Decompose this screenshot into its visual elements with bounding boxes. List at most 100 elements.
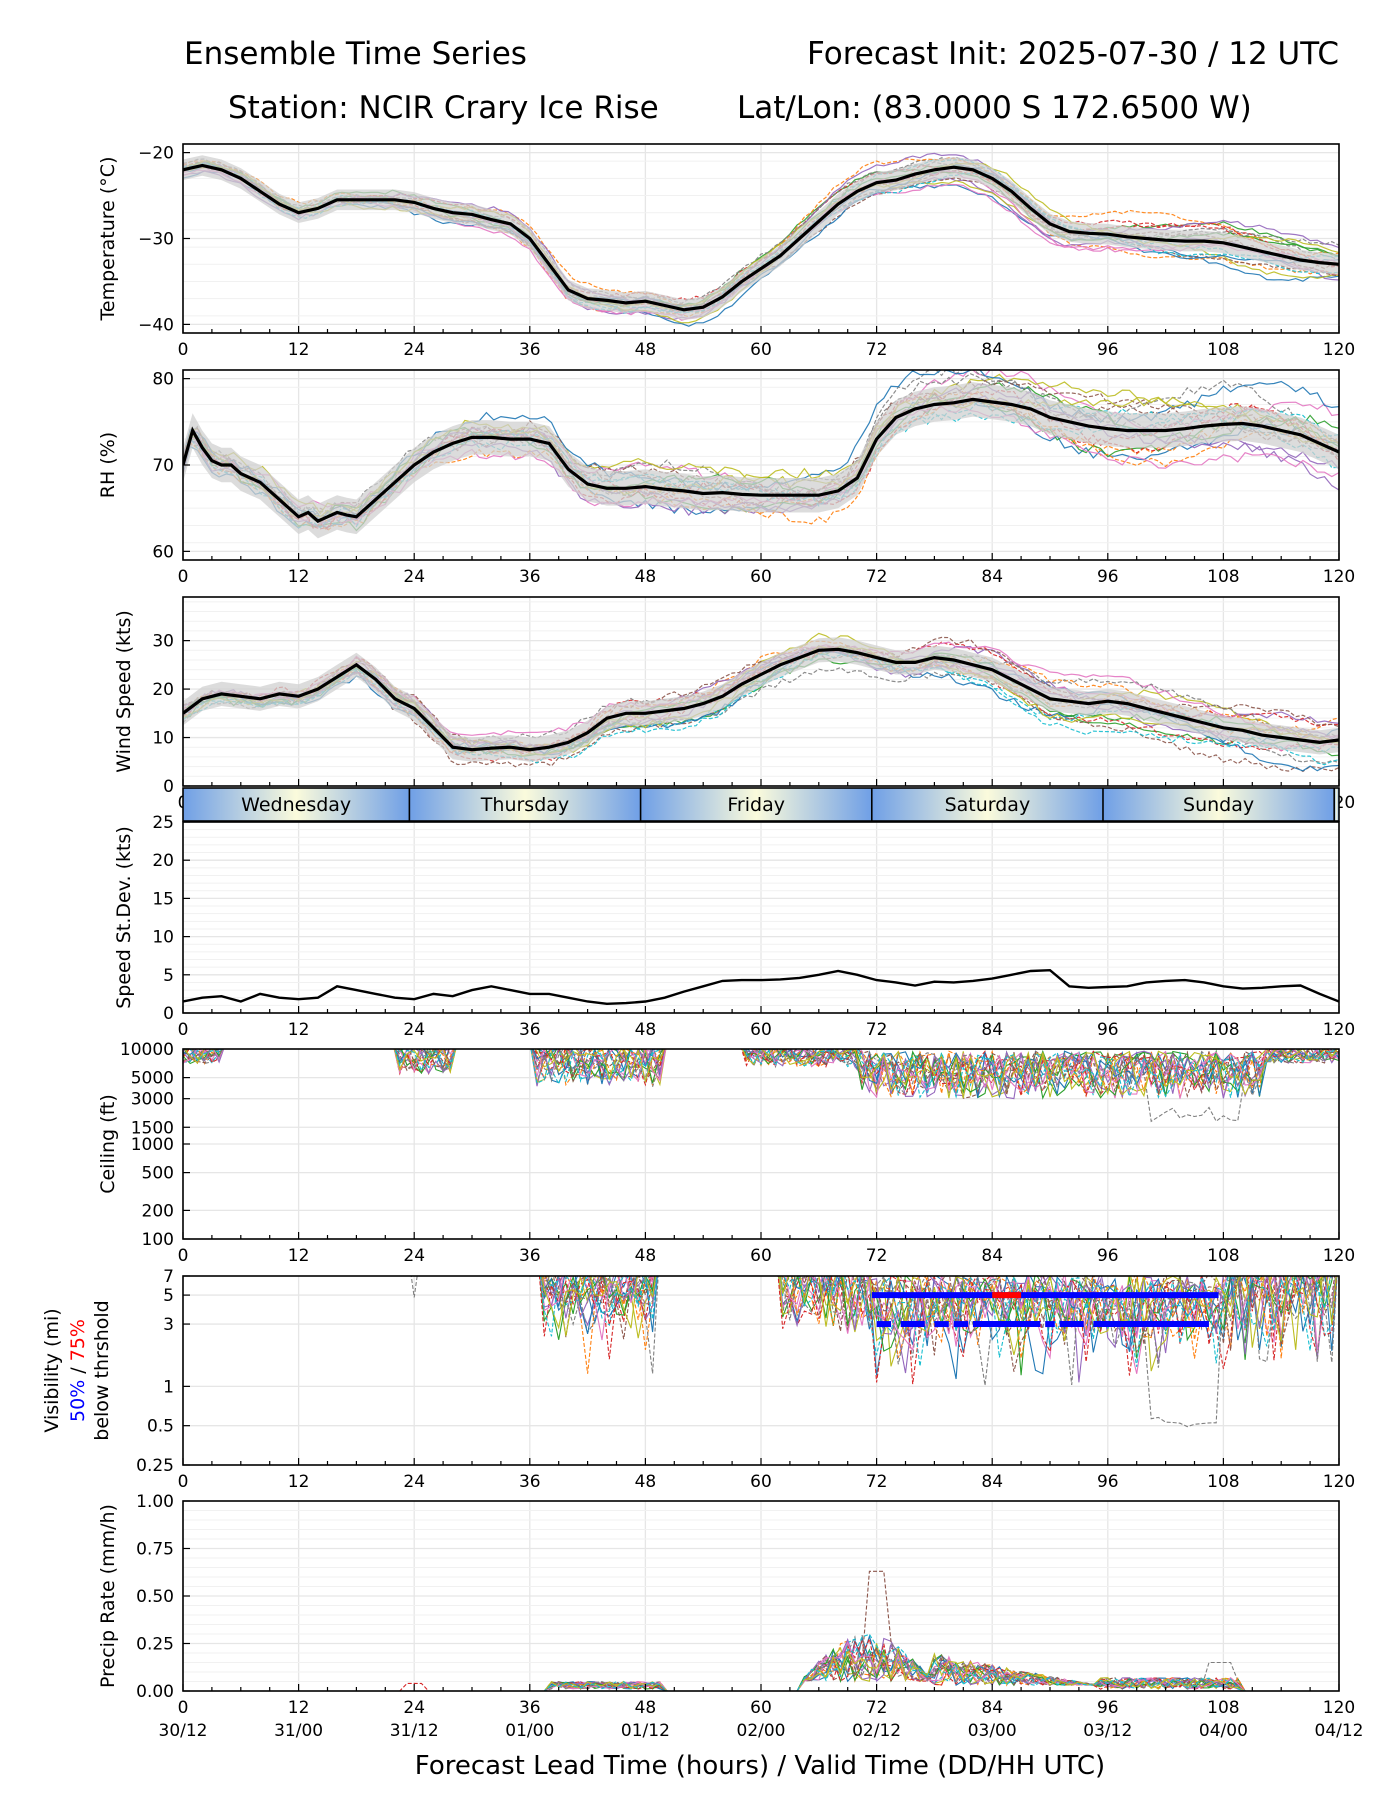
- visibility-xtick-label: 36: [519, 1472, 541, 1492]
- temperature-xtick-label: 36: [519, 340, 541, 360]
- precip_rate-xtick-label: 60: [750, 1698, 772, 1718]
- rh-xtick-label: 72: [866, 567, 888, 587]
- day-band-segment: [409, 788, 641, 821]
- rh-panel: 0 12 24 36 48 60 72 84 96 108 120 60 70 80 RH (%): [97, 369, 1355, 587]
- speed_stdev-grid: [182, 821, 1340, 1014]
- precip_rate-xtick-label: 12: [288, 1698, 310, 1718]
- day-band-segment: [1334, 788, 1339, 821]
- ceiling-member-line: [183, 1049, 1338, 1099]
- forecast-init: Forecast Init: 2025-07-30 / 12 UTC: [807, 36, 1339, 72]
- visibility-ytick-label: 5: [163, 1286, 174, 1306]
- precip_rate-ytick-label: 0.50: [136, 1587, 174, 1607]
- wind_speed-spread-band: [183, 637, 1339, 762]
- precip_rate-xtick-label: 24: [403, 1698, 425, 1718]
- speed_stdev-xtick-label: 84: [981, 1020, 1003, 1040]
- temperature-xtick-label: 72: [866, 340, 888, 360]
- temperature-panel: 0 12 24 36 48 60 72 84 96 108 120 −40 −30 −20 Temperat…: [97, 143, 1355, 360]
- ceiling-panel: 0 12 24 36 48 60 72 84 96 108 120 100 200 500 10001500…: [97, 1040, 1355, 1266]
- visibility-xtick-label: 120: [1323, 1472, 1355, 1492]
- day-label-saturday: Saturday: [945, 794, 1031, 816]
- precip_rate-xtick-label: 84: [981, 1698, 1003, 1718]
- valid-time-label: 02/00: [737, 1721, 786, 1741]
- precip-member-line: [183, 1645, 1339, 1691]
- ceiling-xtick-label: 96: [1097, 1246, 1119, 1266]
- ceiling-xtick-label: 60: [750, 1246, 772, 1266]
- rh-xtick-label: 96: [1097, 567, 1119, 587]
- ceiling-ytick-label: 1500: [131, 1118, 174, 1138]
- speed_stdev-xtick-label: 24: [403, 1020, 425, 1040]
- temperature-xtick-label: 48: [635, 340, 657, 360]
- speed_stdev-panel: 0 12 24 36 48 60 72 84 96 108 120 0 5 10 15 20 25 Speed S…: [113, 813, 1355, 1040]
- precip-member-line: [183, 1648, 1339, 1691]
- ceiling-ytick-label: 100: [142, 1230, 174, 1250]
- speed_stdev-xtick-label: 72: [866, 1020, 888, 1040]
- precip-members: [183, 1570, 1339, 1691]
- wind_speed-ytick-label: 0: [163, 777, 174, 797]
- precip_rate-xtick-label: 36: [519, 1698, 541, 1718]
- ceiling-members: [183, 1049, 1339, 1123]
- x-axis-title: Forecast Lead Time (hours) / Valid Time …: [415, 1751, 1105, 1781]
- visibility-ytick-label: 1: [163, 1377, 174, 1397]
- speed_stdev-ytick-label: 25: [152, 813, 174, 833]
- visibility-xtick-label: 60: [750, 1472, 772, 1492]
- visibility-threshold-caption: below thrshold: [91, 1300, 113, 1440]
- temperature-ytick-label: −40: [138, 315, 174, 335]
- wind_speed-ytick-label: 30: [152, 632, 174, 652]
- visibility-xtick-label: 48: [635, 1472, 657, 1492]
- valid-time-label: 02/12: [852, 1721, 901, 1741]
- precip_rate-ytick-label: 1.00: [136, 1492, 174, 1512]
- temperature-mean-line: [183, 163, 1339, 312]
- ceiling-grid: [182, 1048, 1340, 1240]
- stdev-line: [183, 968, 1339, 1006]
- speed_stdev-xtick-label: 120: [1323, 1020, 1355, 1040]
- rh-axis-label: RH (%): [97, 432, 119, 498]
- temperature-xtick-label: 60: [750, 340, 772, 360]
- temperature-xtick-label: 84: [981, 340, 1003, 360]
- precip_rate-grid: [182, 1500, 1340, 1692]
- visibility-member-line: [542, 1276, 1333, 1359]
- precip_rate-ytick-label: 0.00: [136, 1682, 174, 1702]
- speed_stdev-ytick-label: 10: [152, 928, 174, 948]
- valid-time-label: 03/00: [968, 1721, 1017, 1741]
- ceiling-xtick-label: 72: [866, 1246, 888, 1266]
- rh-ytick-label: 80: [152, 370, 174, 390]
- speed_stdev-axis-label: Speed St.Dev. (kts): [113, 826, 135, 1009]
- ceiling-ytick-label: 500: [142, 1164, 174, 1184]
- precip_rate-xtick-label: 108: [1207, 1698, 1239, 1718]
- station-name: Station: NCIR Crary Ice Rise: [228, 90, 659, 126]
- ceiling-ytick-label: 5000: [131, 1069, 174, 1089]
- precip_rate-xtick-label: 72: [866, 1698, 888, 1718]
- speed_stdev-ytick-label: 5: [163, 966, 174, 986]
- rh-ytick-label: 60: [152, 542, 174, 562]
- ceiling-member-line: [183, 1049, 1339, 1100]
- visibility-xtick-label: 24: [403, 1472, 425, 1492]
- visibility-member-line: [539, 1276, 1332, 1367]
- ceiling-xtick-label: 12: [288, 1246, 310, 1266]
- wind_speed-ytick-label: 20: [152, 680, 174, 700]
- wind_speed-axis-label: Wind Speed (kts): [113, 610, 135, 773]
- rh-xtick-label: 0: [178, 567, 189, 587]
- visibility-member-line: [554, 1276, 1336, 1351]
- ceiling-member-line: [184, 1049, 1339, 1098]
- precip_rate-xtick-label: 120: [1323, 1698, 1355, 1718]
- valid-time-label: 01/00: [505, 1721, 554, 1741]
- visibility-axis-label: Visibility (mi): [41, 1308, 63, 1432]
- day-band-segment: [640, 788, 872, 821]
- rh-mean-line: [183, 397, 1339, 523]
- ceiling-ytick-label: 200: [142, 1201, 174, 1221]
- valid-time-label: 01/12: [621, 1721, 670, 1741]
- speed_stdev-xtick-label: 108: [1207, 1020, 1239, 1040]
- ceiling-xtick-label: 48: [635, 1246, 657, 1266]
- rh-xtick-label: 108: [1207, 567, 1239, 587]
- temperature-xtick-label: 24: [403, 340, 425, 360]
- precip_rate-xtick-label: 96: [1097, 1698, 1119, 1718]
- threshold-75-label: 75%: [67, 1319, 89, 1361]
- ceiling-xtick-label: 120: [1323, 1246, 1355, 1266]
- speed_stdev-xtick-label: 48: [635, 1020, 657, 1040]
- day-of-week-band: Wednesday Thursday Friday Saturday Sunday: [182, 787, 1340, 822]
- temperature-xtick-label: 108: [1207, 340, 1239, 360]
- visibility-member-line: [540, 1276, 1337, 1386]
- valid-time-label: 31/12: [390, 1721, 439, 1741]
- ceiling-member-line: [183, 1049, 1339, 1099]
